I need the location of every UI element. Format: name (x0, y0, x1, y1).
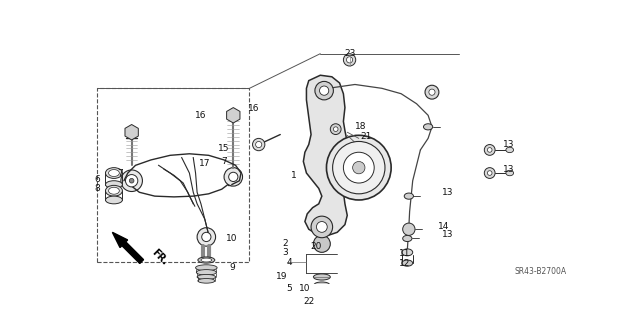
Ellipse shape (314, 282, 330, 287)
Circle shape (333, 127, 338, 131)
Text: 16: 16 (248, 104, 259, 113)
Ellipse shape (315, 290, 329, 295)
Text: 9: 9 (229, 263, 235, 272)
Text: 13: 13 (442, 230, 453, 239)
Ellipse shape (198, 278, 215, 283)
Polygon shape (227, 108, 240, 123)
Circle shape (319, 86, 329, 95)
Circle shape (488, 148, 492, 152)
Text: SR43-B2700A: SR43-B2700A (515, 267, 566, 276)
Text: 20: 20 (311, 242, 322, 251)
Text: 5: 5 (287, 284, 292, 293)
Ellipse shape (196, 270, 216, 275)
Text: 14: 14 (438, 222, 449, 231)
Circle shape (224, 168, 243, 186)
Ellipse shape (197, 274, 216, 279)
Circle shape (425, 85, 439, 99)
Ellipse shape (314, 274, 330, 280)
Text: 15: 15 (218, 144, 230, 153)
Circle shape (403, 223, 415, 235)
Text: FR.: FR. (149, 248, 169, 268)
Text: 21: 21 (361, 131, 372, 141)
Ellipse shape (424, 124, 433, 130)
Text: 2: 2 (283, 239, 289, 249)
Circle shape (316, 221, 327, 232)
Text: 4: 4 (287, 258, 292, 267)
Ellipse shape (196, 265, 217, 271)
Text: 6: 6 (94, 175, 100, 184)
FancyArrow shape (113, 232, 143, 263)
Text: 8: 8 (94, 184, 100, 193)
Bar (97, 88, 250, 262)
Polygon shape (316, 297, 328, 311)
Circle shape (353, 161, 365, 174)
Ellipse shape (201, 258, 212, 262)
Circle shape (429, 89, 435, 95)
Circle shape (315, 81, 333, 100)
Circle shape (255, 141, 262, 148)
Text: 11: 11 (399, 249, 411, 258)
Ellipse shape (402, 249, 413, 256)
Text: 13: 13 (503, 165, 515, 174)
Text: 10: 10 (299, 284, 310, 293)
Circle shape (346, 57, 353, 63)
Text: 18: 18 (355, 122, 367, 131)
Ellipse shape (106, 185, 122, 196)
Circle shape (333, 141, 385, 194)
Polygon shape (125, 124, 138, 140)
Text: 7: 7 (117, 168, 123, 178)
Text: 22: 22 (303, 297, 314, 306)
Circle shape (253, 138, 265, 151)
Ellipse shape (109, 187, 119, 194)
Circle shape (197, 228, 216, 246)
Circle shape (484, 145, 495, 155)
Ellipse shape (403, 235, 412, 241)
Text: 19: 19 (276, 272, 287, 281)
Circle shape (228, 172, 238, 182)
Ellipse shape (106, 196, 122, 204)
Circle shape (129, 178, 134, 183)
Text: 16: 16 (195, 111, 207, 120)
Circle shape (344, 152, 374, 183)
Circle shape (484, 168, 495, 178)
Circle shape (330, 124, 341, 135)
Text: 10: 10 (226, 234, 237, 243)
Circle shape (344, 54, 356, 66)
Circle shape (121, 170, 143, 191)
Text: 17: 17 (199, 159, 211, 167)
Text: 23: 23 (344, 49, 355, 58)
Ellipse shape (506, 147, 513, 152)
Circle shape (314, 235, 330, 252)
Ellipse shape (402, 260, 413, 266)
Ellipse shape (198, 257, 215, 263)
Text: 7: 7 (221, 157, 227, 166)
Text: 13: 13 (503, 140, 515, 149)
Circle shape (326, 135, 391, 200)
Text: 1: 1 (291, 171, 296, 180)
Text: 12: 12 (399, 259, 411, 268)
Ellipse shape (404, 193, 413, 199)
Circle shape (488, 171, 492, 175)
Ellipse shape (506, 170, 513, 176)
Circle shape (202, 232, 211, 241)
Polygon shape (303, 75, 374, 235)
Ellipse shape (106, 168, 122, 178)
Circle shape (125, 174, 138, 187)
Ellipse shape (109, 170, 119, 176)
Circle shape (311, 216, 333, 238)
Text: 13: 13 (442, 188, 453, 197)
Text: 3: 3 (283, 248, 289, 257)
Ellipse shape (106, 181, 122, 189)
